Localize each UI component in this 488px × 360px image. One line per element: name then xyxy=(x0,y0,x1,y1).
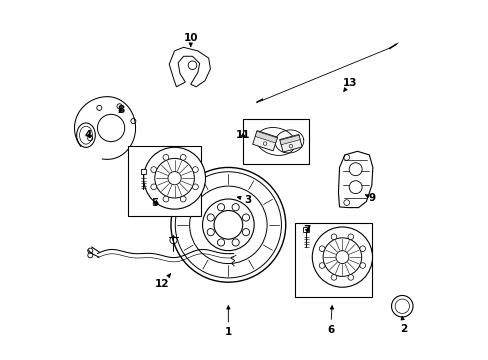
Circle shape xyxy=(359,263,365,268)
Text: 5: 5 xyxy=(151,198,158,208)
Circle shape xyxy=(192,184,198,190)
Circle shape xyxy=(330,275,336,280)
Circle shape xyxy=(348,181,362,194)
Circle shape xyxy=(192,167,198,172)
Bar xyxy=(303,227,308,232)
Polygon shape xyxy=(279,135,300,145)
Circle shape xyxy=(168,172,181,185)
Text: 3: 3 xyxy=(237,195,251,205)
Circle shape xyxy=(232,239,239,246)
Circle shape xyxy=(217,239,224,246)
Polygon shape xyxy=(169,47,210,87)
Circle shape xyxy=(155,158,194,198)
Circle shape xyxy=(242,214,249,221)
Circle shape xyxy=(207,229,214,236)
Text: 9: 9 xyxy=(365,193,375,203)
Text: 2: 2 xyxy=(400,316,407,334)
Circle shape xyxy=(207,214,214,221)
Bar xyxy=(140,169,146,174)
Text: 1: 1 xyxy=(224,306,231,337)
Circle shape xyxy=(348,163,362,176)
Bar xyxy=(242,119,308,164)
Circle shape xyxy=(319,263,324,268)
Text: 4: 4 xyxy=(84,130,92,140)
Text: 6: 6 xyxy=(326,306,333,335)
Text: 7: 7 xyxy=(303,225,310,235)
Text: 11: 11 xyxy=(235,130,249,140)
Circle shape xyxy=(217,204,224,211)
Polygon shape xyxy=(338,151,372,208)
Polygon shape xyxy=(279,134,302,152)
Circle shape xyxy=(330,234,336,240)
Text: 13: 13 xyxy=(343,78,357,91)
Circle shape xyxy=(163,196,168,202)
Circle shape xyxy=(163,154,168,160)
Text: 8: 8 xyxy=(117,105,124,115)
Circle shape xyxy=(347,234,353,240)
Circle shape xyxy=(242,229,249,236)
Circle shape xyxy=(312,227,372,287)
Circle shape xyxy=(232,204,239,211)
Circle shape xyxy=(359,246,365,252)
Circle shape xyxy=(319,246,324,252)
Bar xyxy=(128,146,201,216)
Text: 12: 12 xyxy=(155,274,170,289)
Circle shape xyxy=(347,275,353,280)
Circle shape xyxy=(323,238,361,276)
Circle shape xyxy=(180,196,186,202)
Circle shape xyxy=(143,147,205,209)
Circle shape xyxy=(335,251,348,264)
Circle shape xyxy=(214,211,242,239)
Circle shape xyxy=(150,184,156,190)
Text: 10: 10 xyxy=(183,33,198,46)
Circle shape xyxy=(180,154,186,160)
Polygon shape xyxy=(255,131,277,143)
Bar xyxy=(294,223,371,297)
Polygon shape xyxy=(252,131,277,151)
Circle shape xyxy=(150,167,156,172)
